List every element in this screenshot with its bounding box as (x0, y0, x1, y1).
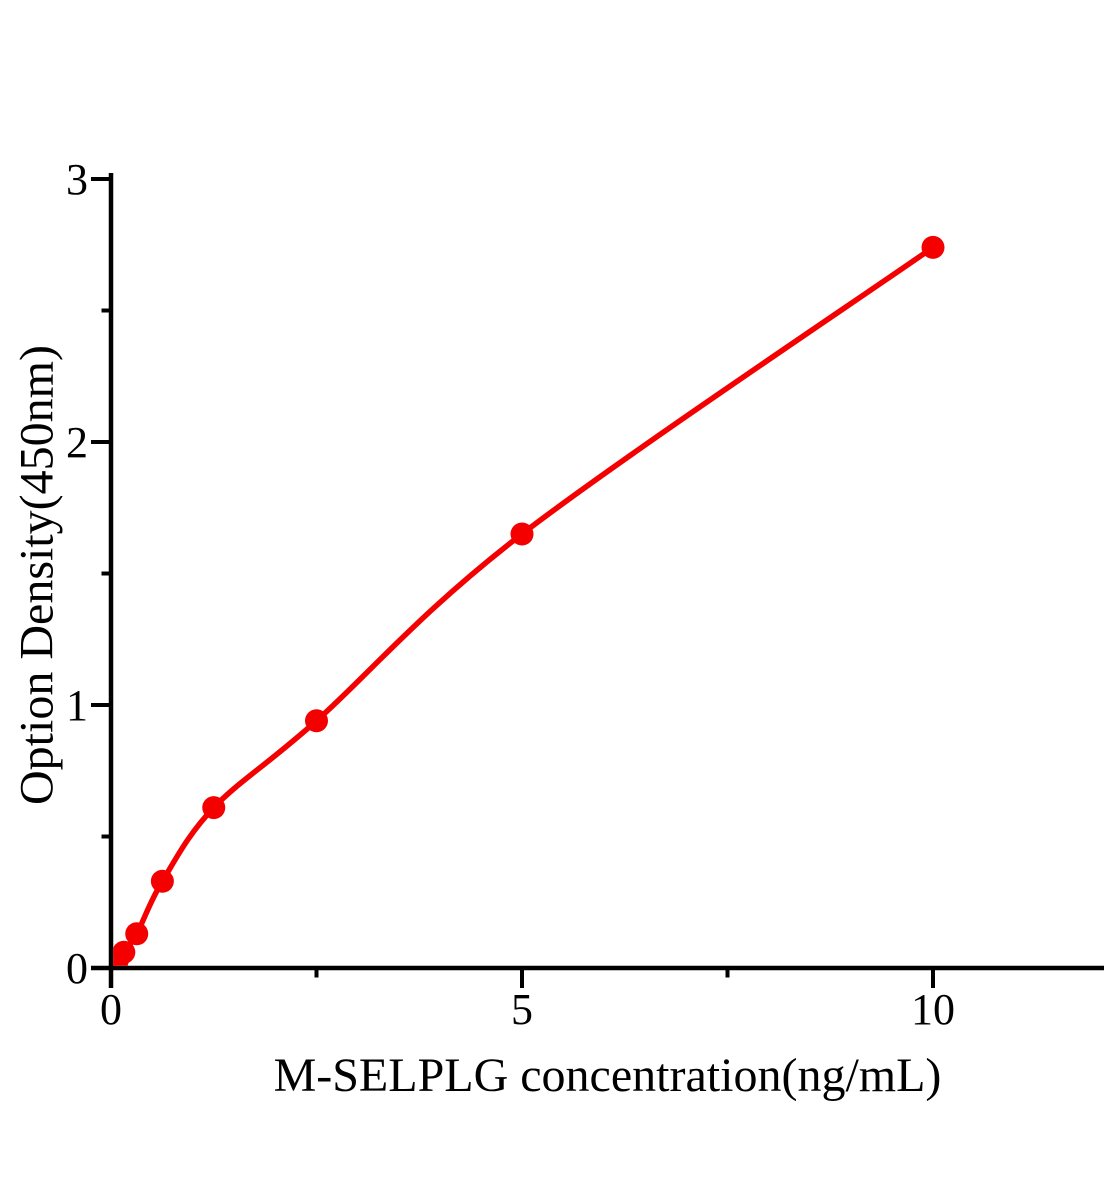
data-point (202, 796, 226, 820)
y-tick-label: 3 (66, 155, 88, 204)
data-point (125, 922, 149, 946)
y-tick-label: 0 (66, 944, 88, 993)
data-point (305, 709, 328, 733)
x-tick-label: 10 (911, 985, 955, 1034)
x-tick-label: 0 (100, 985, 122, 1034)
data-point (113, 940, 136, 964)
data-point (510, 522, 534, 546)
x-axis-title: M-SELPLG concentration(ng/mL) (273, 1049, 942, 1102)
x-tick-label: 5 (511, 985, 533, 1034)
y-tick-label: 2 (66, 418, 88, 467)
y-axis-title: Option Density(450nm) (10, 345, 64, 805)
data-point (150, 869, 174, 893)
data-point (921, 235, 945, 259)
y-tick-label: 1 (66, 681, 88, 730)
standard-curve-line (113, 245, 935, 966)
